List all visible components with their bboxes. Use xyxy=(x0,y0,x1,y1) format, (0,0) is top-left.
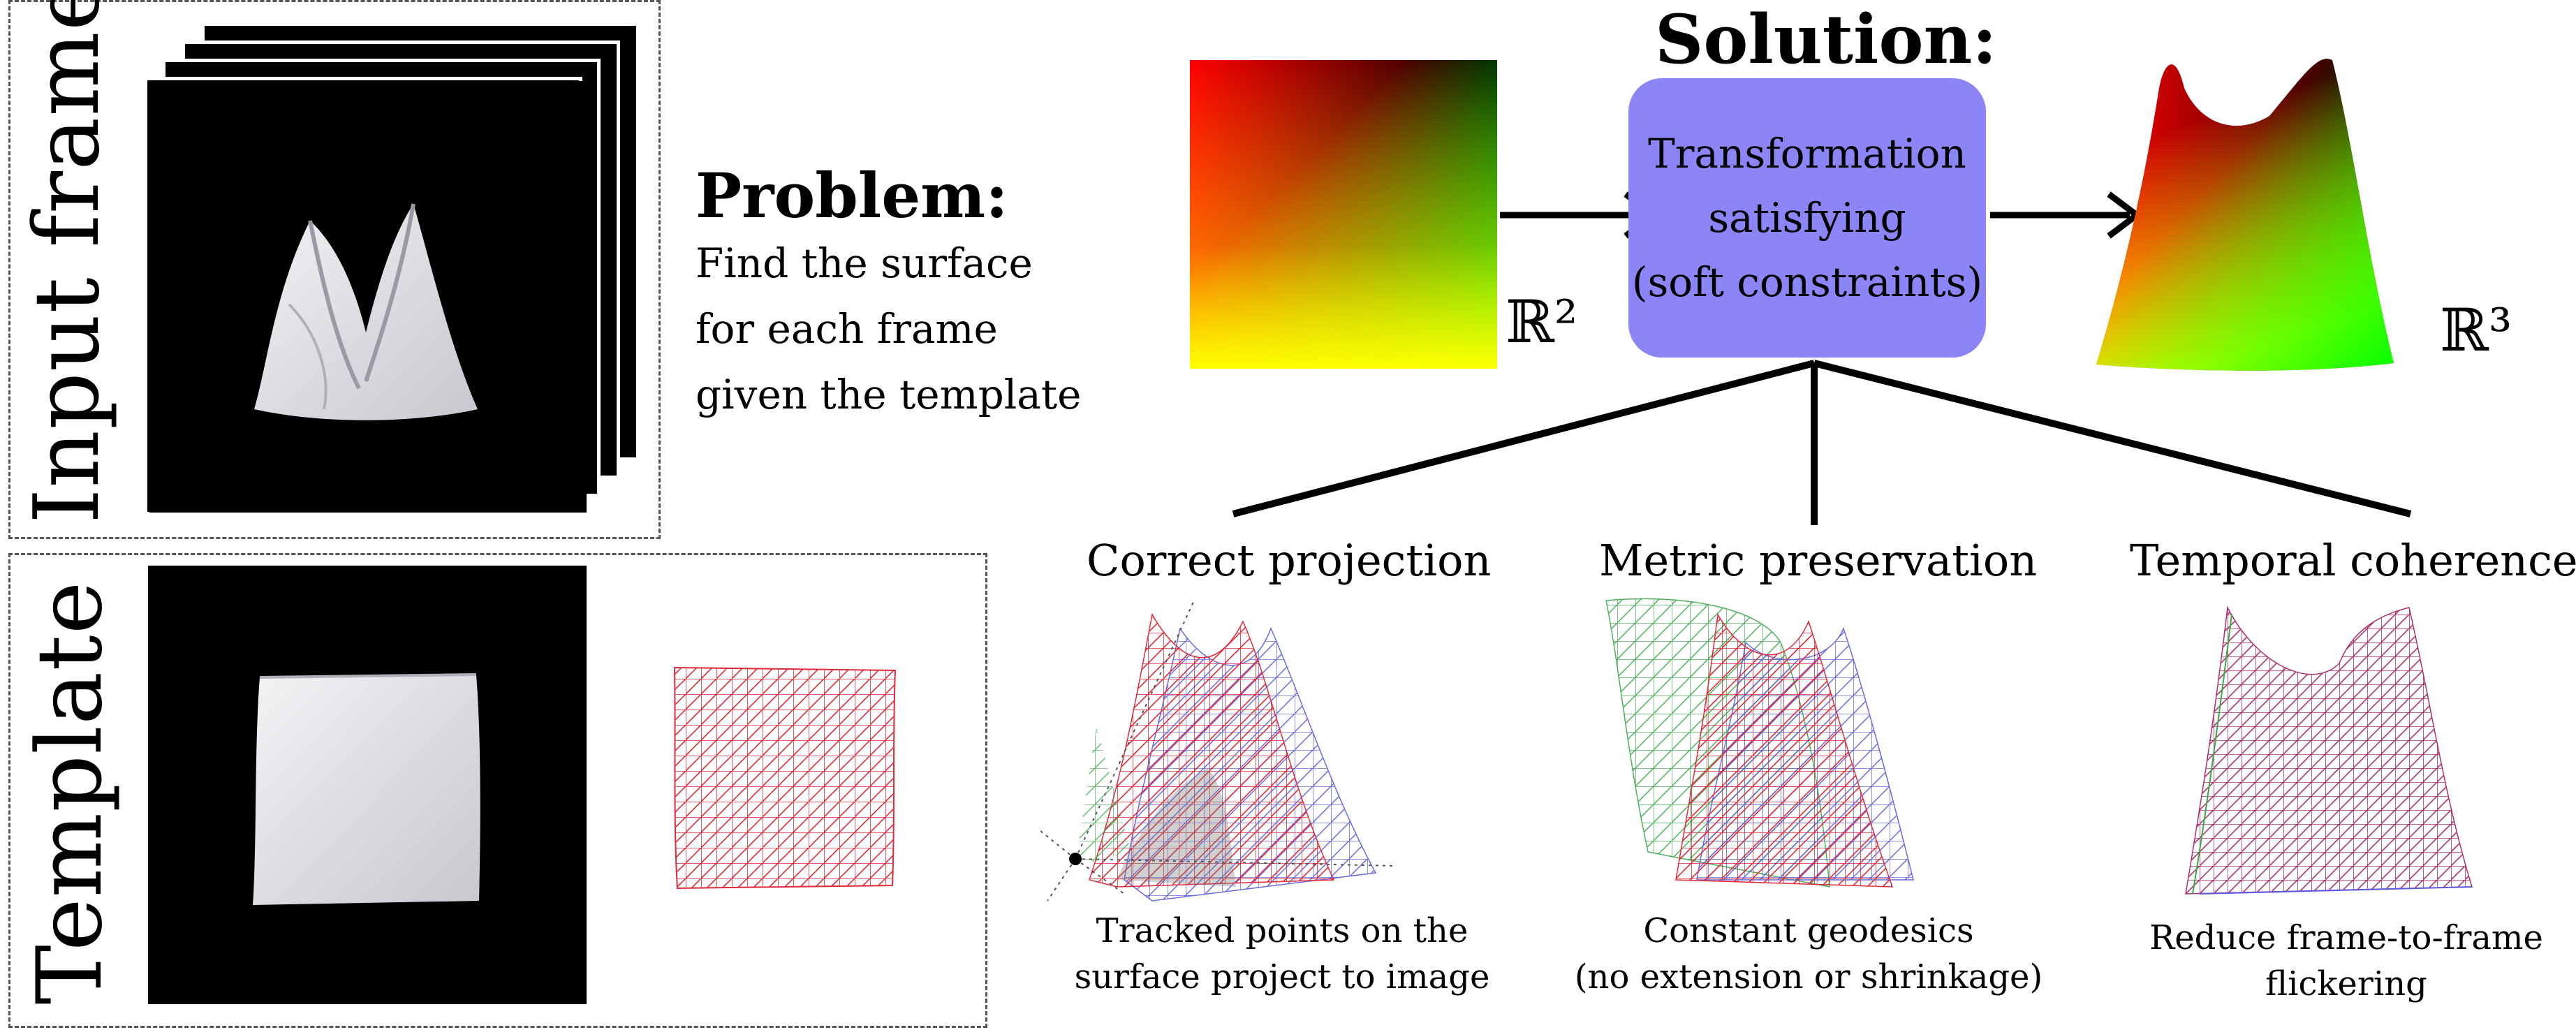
caption-projection-line-1: Tracked points on the xyxy=(1096,911,1469,950)
transformation-line-1: Transformation xyxy=(1648,130,1966,177)
solution-title: Solution: xyxy=(1655,0,1997,79)
projection-mesh xyxy=(1040,600,1397,902)
input-frame-image xyxy=(149,81,587,513)
constraint-title-temporal: Temporal coherence xyxy=(2130,535,2576,586)
r2-label: ℝ² xyxy=(1506,288,1578,356)
flat-cloth-image xyxy=(253,673,480,905)
temporal-mesh xyxy=(2185,605,2473,895)
constraint-title-metric: Metric preservation xyxy=(1599,535,2038,586)
transformation-box: Transformation satisfying (soft constrai… xyxy=(1628,78,1986,358)
template-label: Template xyxy=(18,580,122,1005)
problem-title: Problem: xyxy=(695,159,1008,232)
problem-line-2: for each frame xyxy=(695,305,998,353)
problem-line-3: given the template xyxy=(695,371,1082,418)
transformation-line-3: (soft constraints) xyxy=(1631,258,1983,306)
constraint-title-projection: Correct projection xyxy=(1087,535,1492,586)
r3-surface xyxy=(2096,59,2394,371)
template-mesh xyxy=(673,666,897,890)
caption-metric-line-2: (no extension or shrinkage) xyxy=(1574,957,2043,996)
caption-temporal-line-2: flickering xyxy=(2265,964,2427,1003)
caption-temporal: Reduce frame-to-frame flickering xyxy=(2137,915,2556,1007)
metric-mesh xyxy=(1605,598,1914,888)
constraint-connectors xyxy=(1232,360,2412,525)
r3-label: ℝ³ xyxy=(2440,296,2512,365)
template-image xyxy=(148,566,587,1004)
problem-line-1: Find the surface xyxy=(695,240,1033,287)
deformed-cloth-image xyxy=(254,203,478,420)
r2-domain-square xyxy=(1190,60,1497,369)
input-frames-label: Input frames xyxy=(15,0,119,524)
caption-temporal-line-1: Reduce frame-to-frame xyxy=(2149,918,2543,957)
caption-projection-line-2: surface project to image xyxy=(1074,957,1490,996)
input-frames-panel xyxy=(8,0,661,539)
problem-text: Find the surface for each frame given th… xyxy=(695,230,1082,427)
caption-projection: Tracked points on the surface project to… xyxy=(1073,908,1492,1000)
caption-metric-line-1: Constant geodesics xyxy=(1643,911,1974,950)
caption-metric: Constant geodesics (no extension or shri… xyxy=(1564,908,2053,1000)
transformation-line-2: satisfying xyxy=(1708,194,1906,242)
template-panel xyxy=(8,553,987,1028)
